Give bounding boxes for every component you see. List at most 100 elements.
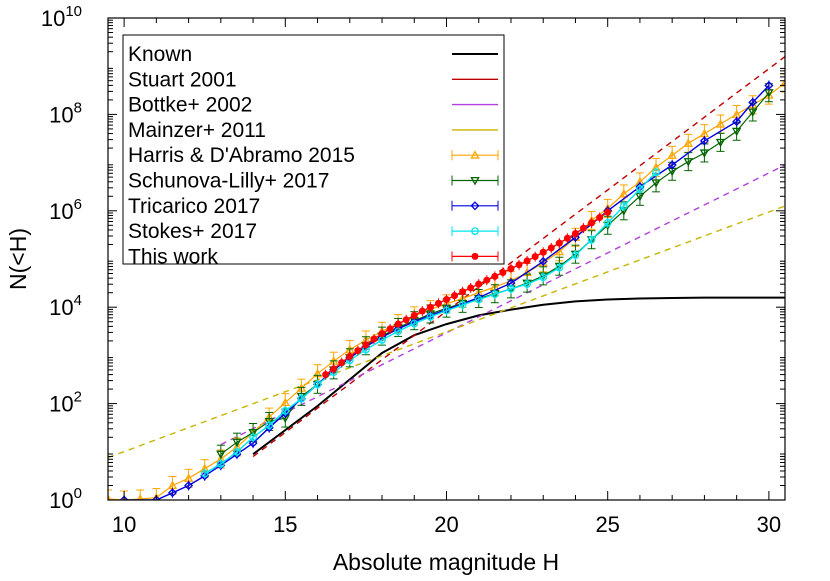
- data-point: [619, 202, 628, 210]
- data-point: [354, 347, 362, 355]
- legend-label: Mainzer+ 2011: [128, 119, 266, 142]
- data-point: [651, 179, 661, 188]
- data-point: [216, 459, 225, 468]
- data-point: [570, 232, 580, 242]
- data-point: [539, 273, 548, 282]
- data-point: [386, 325, 394, 333]
- data-point: [474, 295, 483, 304]
- data-point: [491, 272, 499, 280]
- data-point: [780, 78, 785, 87]
- data-point: [499, 268, 507, 276]
- data-point: [683, 158, 693, 167]
- data-point: [588, 219, 596, 227]
- y-axis-title: N(<H): [5, 228, 31, 290]
- data-point: [216, 460, 226, 470]
- data-point: [731, 127, 742, 137]
- legend-marker: [470, 201, 480, 211]
- legend-marker: [471, 252, 479, 260]
- legend-label: Known: [128, 43, 192, 66]
- data-point: [151, 495, 161, 500]
- data-point: [748, 97, 758, 107]
- data-point: [418, 307, 426, 315]
- legend-label: Schunova-Lilly+ 2017: [128, 170, 329, 193]
- data-point: [547, 244, 555, 252]
- data-point: [523, 257, 531, 265]
- data-point: [443, 295, 450, 303]
- data-point: [604, 208, 612, 216]
- x-tick-label: 15: [273, 512, 297, 537]
- y-tick-label: 104: [49, 292, 82, 320]
- data-point: [523, 280, 531, 288]
- data-point: [636, 185, 644, 193]
- y-tick-label: 1010: [41, 3, 82, 31]
- data-point: [152, 492, 161, 500]
- data-point: [563, 234, 571, 242]
- data-point: [265, 421, 274, 430]
- data-point: [619, 188, 629, 198]
- x-tick-label: 20: [434, 512, 458, 537]
- data-point: [322, 371, 330, 379]
- data-point: [249, 433, 257, 442]
- data-point: [442, 306, 451, 315]
- data-point: [603, 219, 612, 227]
- data-point: [715, 138, 726, 148]
- x-tick-label: 30: [757, 512, 781, 537]
- series-8: [322, 207, 612, 380]
- y-tick-label: 106: [49, 196, 82, 224]
- series-1: [252, 56, 785, 458]
- legend-label: Stokes+ 2017: [128, 220, 257, 243]
- data-point: [515, 261, 523, 269]
- data-point: [280, 397, 291, 407]
- data-point: [313, 380, 322, 389]
- data-point: [410, 311, 418, 319]
- data-point: [555, 263, 564, 272]
- data-point: [338, 359, 346, 367]
- legend-label: Bottke+ 2002: [128, 94, 252, 117]
- data-point: [699, 149, 710, 158]
- data-point: [264, 417, 274, 427]
- x-axis-title: Absolute magnitude H: [333, 549, 559, 575]
- data-point: [732, 117, 742, 127]
- data-point: [297, 394, 306, 403]
- axes-layer: 10 15 20 25 30 100 102 104 106 108 1010: [41, 3, 785, 537]
- data-point: [507, 285, 515, 293]
- y-tick-label: 108: [49, 99, 82, 127]
- data-point: [426, 312, 435, 321]
- y-tick-label: 100: [49, 485, 82, 513]
- data-point: [580, 224, 588, 232]
- data-point: [539, 248, 547, 256]
- data-point: [748, 108, 758, 117]
- data-point: [167, 488, 177, 498]
- data-point: [507, 265, 515, 273]
- data-point: [555, 239, 563, 247]
- x-tick-label: 10: [112, 512, 136, 537]
- data-point: [683, 138, 693, 147]
- data-point: [667, 150, 677, 159]
- data-point: [451, 292, 459, 300]
- data-point: [346, 352, 354, 360]
- data-point: [248, 428, 258, 438]
- legend-marker: [470, 150, 480, 159]
- data-point: [426, 303, 434, 311]
- data-point: [330, 365, 338, 373]
- data-point: [378, 330, 386, 338]
- data-point: [571, 229, 579, 237]
- data-point: [667, 160, 677, 170]
- legend-label: Tricarico 2017: [128, 195, 260, 218]
- series-line: [220, 164, 785, 446]
- data-point: [216, 450, 226, 460]
- data-point: [475, 280, 483, 288]
- data-point: [248, 438, 258, 448]
- data-point: [531, 253, 539, 261]
- data-point: [459, 288, 467, 296]
- series-layer: [108, 56, 785, 500]
- data-point: [596, 214, 604, 222]
- data-point: [458, 300, 467, 309]
- data-point: [402, 316, 410, 324]
- y-tick-label: 102: [49, 389, 82, 417]
- data-point: [200, 469, 209, 478]
- x-tick-label: 25: [595, 512, 619, 537]
- legend-label: Stuart 2001: [128, 68, 237, 91]
